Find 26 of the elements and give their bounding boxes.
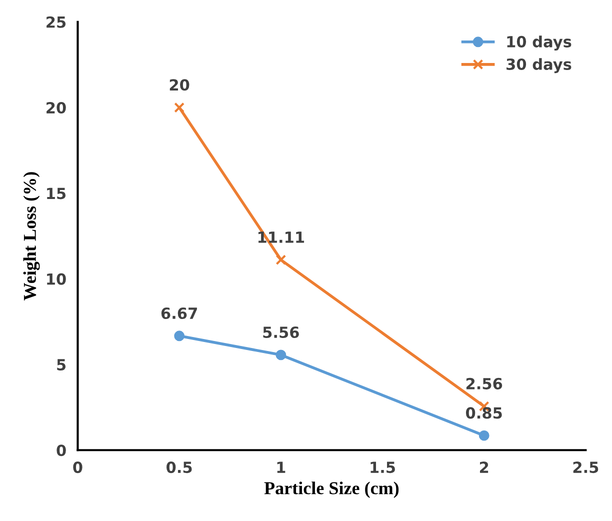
x-tick-label: 2.5 xyxy=(573,462,598,474)
y-tick-label: 10 xyxy=(47,273,66,285)
legend-label: 30 days xyxy=(506,58,572,74)
point xyxy=(478,430,490,441)
legend-label: 10 days xyxy=(507,36,572,51)
y-tick-label: 25 xyxy=(46,16,66,28)
point xyxy=(174,102,185,113)
y-tick-label: 0 xyxy=(56,444,66,456)
y-axis-title: Weight Loss (%) xyxy=(23,172,40,300)
data-label: 5.56 xyxy=(263,326,299,338)
x-tick-label: 0 xyxy=(73,462,82,474)
x-axis-title: Particle Size (cm) xyxy=(264,482,399,498)
point xyxy=(276,350,286,360)
x-tick-label: 2 xyxy=(480,462,488,473)
x-tick-label: 0.5 xyxy=(166,462,192,474)
point xyxy=(174,330,185,342)
point xyxy=(276,254,286,266)
y-tick-label: 5 xyxy=(57,359,66,371)
y-tick-label: 20 xyxy=(46,102,66,114)
data-label: 0.85 xyxy=(466,407,502,419)
data-label: 20 xyxy=(170,79,190,91)
x-tick-label: 1.5 xyxy=(370,462,395,474)
x-tick-label: 1 xyxy=(277,462,286,473)
data-label: 6.67 xyxy=(161,307,197,320)
data-label: 2.56 xyxy=(466,378,502,390)
y-tick-label: 15 xyxy=(47,188,66,200)
